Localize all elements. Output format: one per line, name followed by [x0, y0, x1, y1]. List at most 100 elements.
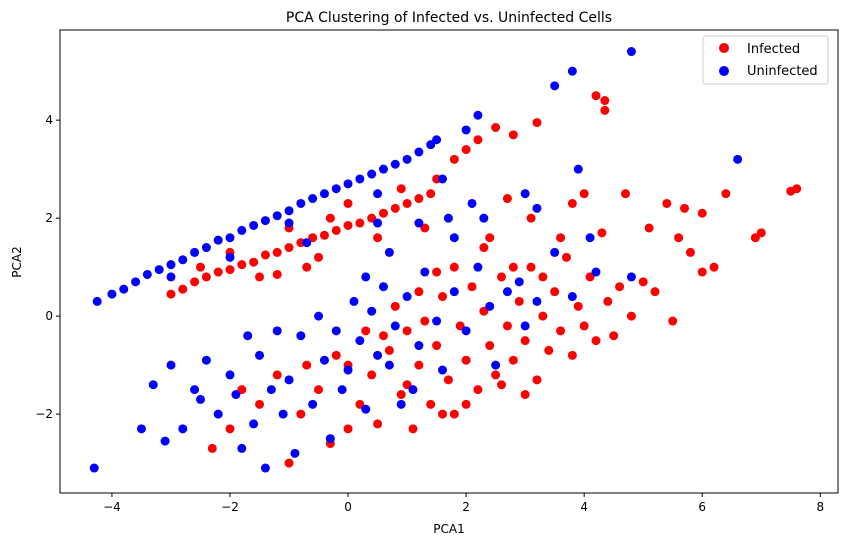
point-infected: [491, 122, 501, 132]
point-uninfected: [201, 243, 211, 253]
point-infected: [272, 247, 282, 257]
point-uninfected: [272, 211, 282, 221]
point-infected: [520, 336, 530, 346]
point-uninfected: [349, 296, 359, 306]
point-infected: [479, 243, 489, 253]
point-infected: [644, 223, 654, 233]
point-uninfected: [532, 296, 542, 306]
point-infected: [502, 321, 512, 331]
point-uninfected: [473, 262, 483, 272]
point-uninfected: [550, 81, 560, 91]
point-infected: [491, 370, 501, 380]
point-uninfected: [213, 235, 223, 245]
point-uninfected: [319, 355, 329, 365]
point-infected: [449, 409, 459, 419]
x-tick-label: −2: [221, 500, 239, 514]
point-uninfected: [485, 301, 495, 311]
point-infected: [260, 250, 270, 260]
point-uninfected: [272, 326, 282, 336]
y-tick-label: 2: [45, 211, 53, 225]
point-infected: [225, 265, 235, 275]
point-infected: [709, 262, 719, 272]
point-infected: [314, 252, 324, 262]
point-uninfected: [420, 267, 430, 277]
point-uninfected: [373, 350, 383, 360]
point-infected: [508, 262, 518, 272]
point-uninfected: [225, 370, 235, 380]
point-infected: [367, 213, 377, 223]
point-uninfected: [414, 341, 424, 351]
point-uninfected: [166, 272, 176, 282]
point-infected: [225, 424, 235, 434]
point-infected: [314, 385, 324, 395]
point-uninfected: [467, 198, 477, 208]
point-infected: [414, 287, 424, 297]
point-uninfected: [550, 247, 560, 257]
point-infected: [426, 189, 436, 199]
point-infected: [396, 184, 406, 194]
point-infected: [508, 355, 518, 365]
point-uninfected: [260, 216, 270, 226]
point-infected: [201, 272, 211, 282]
point-infected: [680, 203, 690, 213]
point-uninfected: [626, 47, 636, 57]
point-uninfected: [567, 292, 577, 302]
point-infected: [473, 135, 483, 145]
point-infected: [237, 260, 247, 270]
point-infected: [567, 350, 577, 360]
point-infected: [302, 262, 312, 272]
point-uninfected: [136, 424, 146, 434]
point-infected: [750, 233, 760, 243]
point-infected: [384, 345, 394, 355]
point-infected: [721, 189, 731, 199]
point-uninfected: [343, 365, 353, 375]
point-uninfected: [449, 233, 459, 243]
point-infected: [514, 296, 524, 306]
point-uninfected: [355, 174, 365, 184]
point-infected: [178, 284, 188, 294]
point-infected: [579, 321, 589, 331]
point-uninfected: [443, 213, 453, 223]
point-infected: [538, 311, 548, 321]
point-infected: [319, 230, 329, 240]
point-infected: [438, 409, 448, 419]
point-infected: [600, 96, 610, 106]
y-axis-label: PCA2: [10, 246, 24, 277]
point-uninfected: [260, 463, 270, 473]
point-infected: [674, 233, 684, 243]
point-infected: [526, 262, 536, 272]
point-infected: [449, 154, 459, 164]
point-uninfected: [166, 260, 176, 270]
y-axis: −2 0 2 4: [35, 113, 60, 421]
point-infected: [597, 228, 607, 238]
point-uninfected: [131, 277, 141, 287]
point-uninfected: [402, 154, 412, 164]
legend-marker-infected: [719, 43, 729, 53]
point-infected: [402, 326, 412, 336]
point-infected: [497, 272, 507, 282]
point-uninfected: [178, 424, 188, 434]
point-infected: [591, 91, 601, 101]
point-infected: [331, 225, 341, 235]
point-uninfected: [402, 292, 412, 302]
x-axis-label: PCA1: [433, 522, 464, 536]
point-infected: [697, 267, 707, 277]
point-infected: [343, 198, 353, 208]
point-uninfected: [249, 220, 259, 230]
point-infected: [414, 194, 424, 204]
point-infected: [668, 316, 678, 326]
y-tick-label: 0: [45, 309, 53, 323]
point-uninfected: [367, 306, 377, 316]
point-uninfected: [225, 233, 235, 243]
point-uninfected: [449, 287, 459, 297]
point-uninfected: [107, 289, 117, 299]
point-infected: [390, 301, 400, 311]
point-infected: [455, 321, 465, 331]
point-infected: [479, 306, 489, 316]
point-uninfected: [373, 218, 383, 228]
point-infected: [255, 399, 265, 409]
point-uninfected: [331, 326, 341, 336]
point-infected: [402, 198, 412, 208]
point-infected: [485, 233, 495, 243]
